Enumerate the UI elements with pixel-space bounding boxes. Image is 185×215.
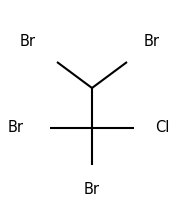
Text: Br: Br — [84, 183, 100, 198]
Text: Br: Br — [20, 34, 36, 49]
Text: Br: Br — [8, 120, 24, 135]
Text: Cl: Cl — [155, 120, 169, 135]
Text: Br: Br — [144, 34, 160, 49]
